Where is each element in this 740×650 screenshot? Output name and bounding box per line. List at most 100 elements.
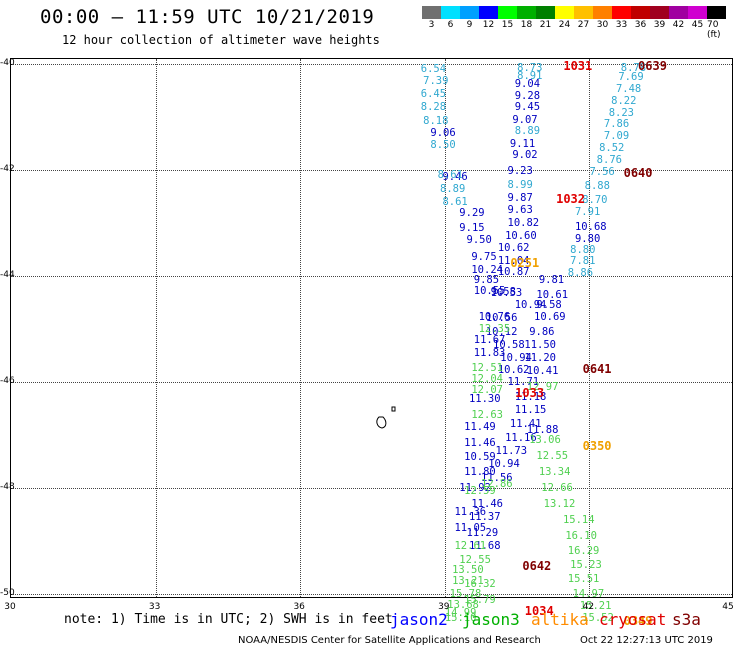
wave-height-jason3: 14.99 xyxy=(444,606,477,619)
pass-time-label: 1033 xyxy=(515,385,545,400)
wave-height-jason2: 9.45 xyxy=(514,101,541,114)
scale-swatch xyxy=(631,6,650,19)
wave-height-jason3: 13.21 xyxy=(452,574,484,587)
wave-height-jason2: 11.18 xyxy=(514,390,547,403)
scale-bin: 27 xyxy=(574,6,593,40)
wave-height-s3a: 8.89 xyxy=(440,182,466,195)
legend-s3a: s3a xyxy=(672,610,701,629)
parallel-gridline xyxy=(11,594,732,595)
wave-height-jason2: 10.94 xyxy=(500,352,532,365)
lon-label: 33 xyxy=(148,602,161,612)
wave-height-jason2: 11.15 xyxy=(514,403,547,416)
scale-swatch xyxy=(650,6,669,19)
wave-height-s3a: 8.78 xyxy=(620,62,647,75)
wave-height-s3a: 7.56 xyxy=(589,165,615,178)
wave-height-jason2: 9.81 xyxy=(538,274,565,287)
wave-height-jason2: 9.50 xyxy=(466,233,492,246)
wave-height-jason2: 9.46 xyxy=(442,170,468,183)
wave-height-jason2: 10.53 xyxy=(490,286,523,299)
scale-bin: 9 xyxy=(460,6,479,40)
wave-height-s3a: 8.73 xyxy=(517,62,543,75)
wave-height-s3a: 8.89 xyxy=(514,125,541,138)
wave-height-jason3: 12.55 xyxy=(536,450,569,463)
parallel-gridline xyxy=(11,488,732,489)
scale-swatch xyxy=(460,6,479,19)
wave-height-s3a: 8.91 xyxy=(517,69,543,82)
wave-height-jason3: 16.32 xyxy=(464,578,496,591)
wave-height-jason2: 9.58 xyxy=(490,285,516,298)
lat-label: -46 xyxy=(0,376,15,386)
scale-swatch xyxy=(612,6,631,19)
wave-height-jason3: 13.06 xyxy=(529,434,561,447)
wave-height-jason2: 10.76 xyxy=(478,311,511,324)
lon-label: 45 xyxy=(722,602,734,612)
wave-height-jason2: 10.62 xyxy=(497,364,530,377)
scale-swatch xyxy=(669,6,688,19)
wave-height-jason3: 15.14 xyxy=(562,513,595,526)
generated-timestamp: Oct 22 12:27:13 UTC 2019 xyxy=(580,635,713,646)
wave-height-s3a: 8.50 xyxy=(430,138,456,151)
wave-height-jason2: 11.05 xyxy=(454,521,487,534)
scale-swatch xyxy=(441,6,460,19)
wave-height-jason2: 11.30 xyxy=(468,392,501,405)
wave-height-jason3: 15.51 xyxy=(567,573,600,586)
pass-time-label: 0350 xyxy=(582,438,612,453)
wave-height-jason3: 15.78 xyxy=(449,588,482,600)
wave-height-jason2: 11.92 xyxy=(459,482,491,494)
wave-height-s3a: 8.86 xyxy=(567,267,594,280)
scale-label: 24 xyxy=(558,20,571,30)
lat-label: -40 xyxy=(0,58,15,68)
wave-height-jason2: 11.67 xyxy=(473,333,506,346)
scale-bin: 3 xyxy=(422,6,441,40)
wave-height-s3a: 8.28 xyxy=(420,101,447,114)
island-outline xyxy=(376,406,396,429)
scale-swatch xyxy=(517,6,536,19)
wave-height-jason2: 9.28 xyxy=(514,89,541,102)
wave-height-s3a: 8.18 xyxy=(423,114,449,127)
scale-bin: 18 xyxy=(517,6,536,40)
wave-height-jason2: 11.29 xyxy=(466,527,499,540)
scale-swatch xyxy=(536,6,555,19)
wave-height-jason2: 10.61 xyxy=(536,288,569,301)
scale-bin: 39 xyxy=(650,6,669,40)
scale-swatch xyxy=(688,6,707,19)
wave-height-jason2: 9.87 xyxy=(507,191,533,204)
wave-height-s3a: 8.52 xyxy=(599,142,625,155)
scale-swatch xyxy=(707,6,726,19)
parallel-gridline xyxy=(11,382,732,383)
map-title: 00:00 – 11:59 UTC 10/21/2019 xyxy=(40,6,375,28)
scale-label: 3 xyxy=(428,20,435,30)
wave-height-s3a: 8.23 xyxy=(608,106,635,119)
meridian-gridline xyxy=(300,59,302,597)
pass-time-label: 0640 xyxy=(623,165,653,180)
wave-height-jason3: 12.66 xyxy=(541,482,573,494)
wave-height-jason2: 11.20 xyxy=(524,352,556,365)
scale-bin: 30 xyxy=(593,6,612,40)
wave-height-jason2: 10.55 xyxy=(473,284,506,297)
wave-height-s3a: 7.86 xyxy=(603,118,630,131)
scale-label: 45 xyxy=(691,20,704,30)
wave-height-jason2: 10.56 xyxy=(485,312,518,325)
scale-label: 70 (ft) xyxy=(707,20,721,40)
wave-height-jason2: 10.68 xyxy=(574,221,607,234)
scale-bin: 42 xyxy=(669,6,688,40)
scale-label: 18 xyxy=(520,20,533,30)
scale-bin: 45 xyxy=(688,6,707,40)
wave-height-jason2: 11.49 xyxy=(464,421,496,434)
scale-swatch xyxy=(498,6,517,19)
map-subtitle: 12 hour collection of altimeter wave hei… xyxy=(62,33,380,47)
pass-time-label: 1032 xyxy=(556,192,586,207)
wave-height-s3a: 8.22 xyxy=(611,95,637,108)
legend-jason2: jason2 xyxy=(390,610,448,629)
units-note: note: 1) Time is in UTC; 2) SWH is in fe… xyxy=(64,612,393,627)
legend-jason3: jason3 xyxy=(462,610,520,629)
pass-time-label: 0641 xyxy=(582,361,612,376)
scale-bin: 70 (ft) xyxy=(707,6,726,40)
lon-label: 30 xyxy=(4,602,16,612)
pass-time-label: 0349 xyxy=(623,613,653,628)
wave-height-jason3: 16.10 xyxy=(565,529,597,542)
meridian-gridline xyxy=(444,59,446,597)
wave-height-jason2: 11.68 xyxy=(468,540,501,553)
wave-height-s3a: 8.88 xyxy=(584,179,610,192)
wave-height-jason2: 10.62 xyxy=(497,242,530,255)
